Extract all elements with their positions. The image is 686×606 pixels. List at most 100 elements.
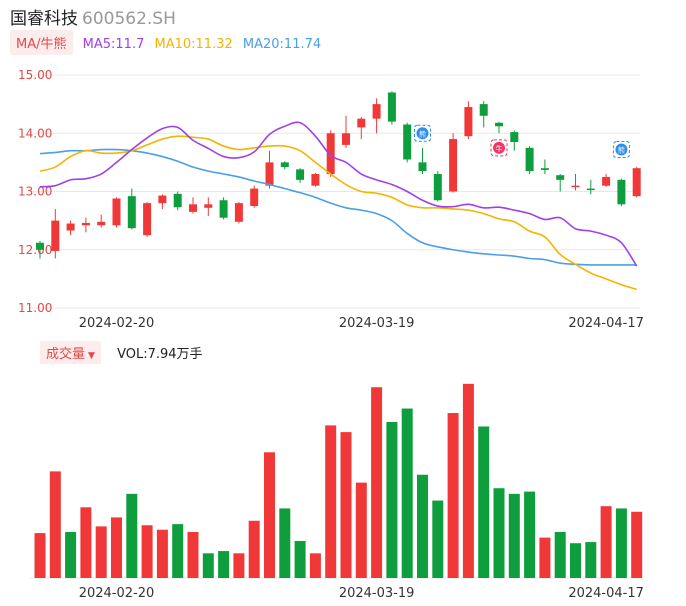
marker-frame <box>414 124 431 142</box>
volume-value: VOL:7.94万手 <box>117 347 203 362</box>
volume-bar <box>417 474 428 578</box>
ma-selector-button[interactable]: MA/牛熊 <box>10 30 73 55</box>
candle-body <box>204 204 213 208</box>
volume-bar <box>294 540 306 578</box>
volume-bar <box>202 553 214 578</box>
price-x-tick-label: 2024-02-20 <box>79 316 155 331</box>
volume-bar <box>80 507 92 578</box>
candle-body <box>632 168 641 197</box>
volume-bar <box>615 508 627 578</box>
stock-title: 国睿科技 600562.SH <box>10 4 176 29</box>
candle-body <box>143 203 152 236</box>
candle-body <box>510 132 519 142</box>
y-tick-label: 14.00 <box>18 126 52 140</box>
candle-body <box>112 198 121 226</box>
volume-bar <box>371 387 383 578</box>
marker-dot <box>416 127 429 140</box>
volume-selector-label: 成交量 <box>46 347 86 362</box>
volume-bar <box>554 531 566 578</box>
volume-bar <box>355 482 367 578</box>
volume-bar <box>386 422 398 578</box>
marker-label: 熊 <box>419 129 426 138</box>
candle-body <box>372 104 381 119</box>
marker-dot <box>615 143 628 156</box>
volume-bar <box>493 488 505 578</box>
candle-body <box>81 222 90 226</box>
ma5-line <box>39 121 638 267</box>
stock-code: 600562.SH <box>82 9 176 29</box>
candle-body <box>219 200 228 218</box>
candle-body <box>296 169 305 180</box>
candle-body <box>173 193 182 208</box>
ma20-line <box>39 148 637 266</box>
candle-body <box>479 104 488 116</box>
ma20-label: MA20:11.74 <box>242 37 322 52</box>
candle-body <box>464 107 473 137</box>
candle-body <box>127 196 136 229</box>
bear-marker-icon: 熊 <box>612 141 630 159</box>
volume-bar <box>264 452 275 578</box>
volume-selector-button[interactable]: 成交量 ▼ <box>40 341 101 364</box>
volume-x-tick-label: 2024-03-19 <box>339 586 415 601</box>
y-tick-label: 11.00 <box>18 301 52 315</box>
volume-bar <box>447 413 459 578</box>
candle-body <box>342 133 350 145</box>
marker-dot <box>493 141 505 154</box>
volume-bar <box>401 408 413 578</box>
marker-label: 熊 <box>618 146 625 155</box>
y-tick-label: 13.00 <box>18 185 52 199</box>
candle-body <box>586 188 595 191</box>
volume-bar <box>325 425 337 578</box>
volume-bar <box>478 426 490 578</box>
candle-body <box>495 122 503 127</box>
volume-bar <box>462 383 474 578</box>
ma10-label: MA10:11.32 <box>154 37 233 52</box>
volume-bar <box>218 551 230 578</box>
candle-body <box>418 162 427 172</box>
candle-body <box>36 242 44 250</box>
volume-bar <box>585 542 597 578</box>
volume-bar <box>539 537 551 578</box>
caret-down-icon: ▼ <box>88 351 95 361</box>
volume-toolbar: 成交量 ▼ VOL:7.94万手 <box>40 341 203 364</box>
ma5-label: MA5:11.7 <box>82 37 145 52</box>
candle-body <box>556 175 565 180</box>
volume-bar <box>233 553 245 578</box>
price-x-tick-label: 2024-03-19 <box>339 316 415 331</box>
volume-bar <box>432 500 444 578</box>
volume-bar <box>49 471 61 578</box>
candle-body <box>387 92 396 122</box>
candle-body <box>433 174 442 201</box>
volume-bar <box>309 553 321 578</box>
candle-body <box>189 204 197 212</box>
candle-body <box>571 185 580 188</box>
volume-bar <box>631 511 643 578</box>
volume-bar <box>126 493 138 578</box>
volume-x-tick-label: 2024-02-20 <box>79 586 155 601</box>
candle-body <box>326 133 335 175</box>
candle-body <box>66 223 75 231</box>
ma10-line <box>39 135 637 291</box>
volume-bar <box>570 543 581 578</box>
candle-body <box>265 162 274 186</box>
candle-body <box>357 118 366 128</box>
candle-body <box>280 162 289 168</box>
bear-marker-icon: 熊 <box>414 124 431 142</box>
volume-bar <box>248 520 260 578</box>
volume-bar <box>95 526 107 578</box>
marker-frame <box>490 139 508 157</box>
volume-bar <box>187 531 199 578</box>
volume-bar <box>141 525 153 578</box>
marker-frame <box>612 141 630 159</box>
volume-x-tick-label: 2024-04-17 <box>568 586 644 601</box>
candle-body <box>525 147 534 172</box>
candle-body <box>602 176 611 186</box>
volume-bar <box>65 531 77 578</box>
candle-body <box>311 174 320 186</box>
candle-body <box>234 203 243 222</box>
volume-bar <box>340 432 352 578</box>
candle-body <box>449 139 458 192</box>
volume-bar <box>111 517 122 578</box>
y-tick-label: 12.00 <box>18 243 52 257</box>
